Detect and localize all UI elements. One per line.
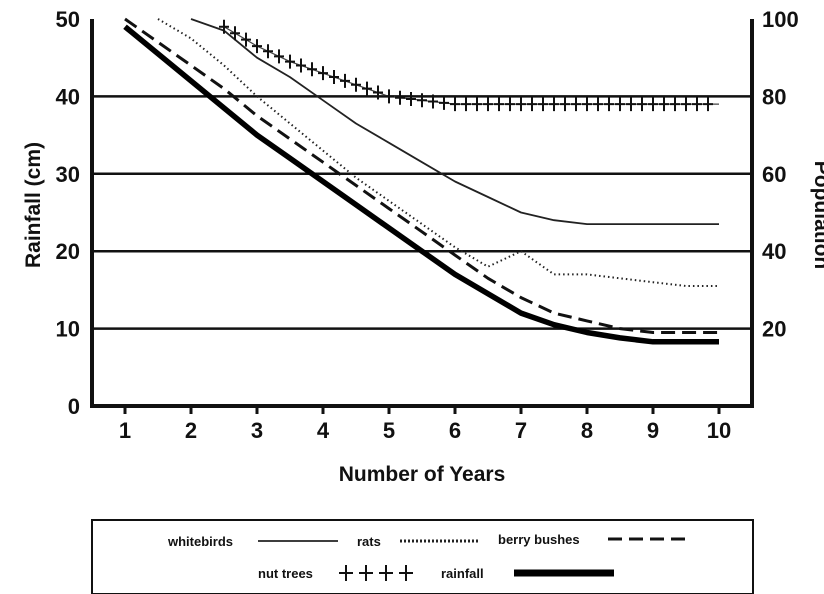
- y-right-tick-label: 40: [762, 239, 786, 264]
- cross-marker: [230, 26, 240, 41]
- series-line-rainfall: [123, 24, 719, 345]
- cross-marker: [406, 91, 416, 106]
- cross-marker: [571, 97, 581, 112]
- cross-marker: [307, 62, 317, 77]
- cross-marker: [329, 70, 339, 85]
- cross-marker: [637, 97, 647, 112]
- cross-marker: [241, 32, 251, 47]
- legend-label-berry-bushes: berry bushes: [498, 532, 580, 547]
- cross-marker: [384, 89, 394, 104]
- cross-marker: [439, 95, 449, 110]
- legend-label-rainfall: rainfall: [441, 566, 484, 581]
- cross-marker: [274, 49, 284, 64]
- right-y-axis-title: Population: [810, 161, 824, 270]
- cross-marker: [692, 97, 702, 112]
- cross-marker: [703, 97, 713, 112]
- series-line-rats: [157, 18, 719, 287]
- x-tick-label: 2: [185, 418, 197, 443]
- cross-marker: [362, 81, 372, 96]
- y-left-tick-label: 0: [68, 394, 80, 419]
- cross-marker: [417, 93, 427, 108]
- y-right-tick-label: 80: [762, 84, 786, 109]
- x-tick-label: 4: [317, 418, 330, 443]
- cross-marker: [604, 97, 614, 112]
- cross-marker: [461, 97, 471, 112]
- legend-swatch-nut-trees: [339, 565, 413, 581]
- x-tick-label: 1: [119, 418, 131, 443]
- legend: whitebirds rats berry bushes nut trees rainf…: [91, 519, 754, 594]
- y-left-tick-label: 50: [56, 7, 80, 32]
- cross-marker: [296, 58, 306, 73]
- cross-marker: [428, 94, 438, 109]
- cross-marker: [648, 97, 658, 112]
- left-y-tick-labels: 0 10 20 30 40 50: [56, 7, 80, 419]
- x-tick-label: 9: [647, 418, 659, 443]
- x-tick-labels: 1 2 3 4 5 6 7 8 9 10: [119, 418, 731, 443]
- cross-marker: [340, 73, 350, 88]
- series-markers-nut-trees: [219, 19, 713, 112]
- x-tick-label: 5: [383, 418, 395, 443]
- x-tick-label: 8: [581, 418, 593, 443]
- cross-marker: [395, 90, 405, 105]
- x-axis-title: Number of Years: [339, 463, 506, 486]
- cross-marker: [527, 97, 537, 112]
- x-tick-label: 10: [707, 418, 731, 443]
- x-tick-label: 3: [251, 418, 263, 443]
- cross-marker: [681, 97, 691, 112]
- cross-marker: [263, 44, 273, 59]
- y-left-tick-label: 10: [56, 317, 80, 342]
- cross-marker: [450, 97, 460, 112]
- cross-marker: [373, 85, 383, 100]
- cross-marker: [593, 97, 603, 112]
- cross-marker: [670, 97, 680, 112]
- cross-marker: [285, 54, 295, 69]
- cross-marker: [351, 77, 361, 92]
- x-tick-label: 7: [515, 418, 527, 443]
- legend-label-whitebirds: whitebirds: [167, 534, 233, 549]
- y-right-tick-label: 60: [762, 162, 786, 187]
- cross-marker: [560, 97, 570, 112]
- cross-marker: [219, 19, 229, 34]
- right-y-tick-labels: 20 40 60 80 100: [762, 7, 799, 342]
- legend-label-rats: rats: [357, 534, 381, 549]
- cross-marker: [582, 97, 592, 112]
- y-left-tick-label: 20: [56, 239, 80, 264]
- series-line-nut-trees: [223, 26, 719, 105]
- cross-marker: [538, 97, 548, 112]
- axes: [90, 19, 754, 414]
- x-tick-label: 6: [449, 418, 461, 443]
- cross-marker: [549, 97, 559, 112]
- series-line-berry-bushes: [124, 17, 719, 334]
- cross-marker: [659, 97, 669, 112]
- cross-marker: [516, 97, 526, 112]
- series-line-whitebirds: [190, 18, 719, 225]
- gridlines: [92, 95, 752, 330]
- cross-marker: [472, 97, 482, 112]
- series-group: [123, 17, 719, 345]
- cross-marker: [483, 97, 493, 112]
- cross-marker: [494, 97, 504, 112]
- y-right-tick-label: 20: [762, 317, 786, 342]
- y-left-tick-label: 40: [56, 84, 80, 109]
- y-right-tick-label: 100: [762, 7, 799, 32]
- cross-marker: [318, 66, 328, 81]
- cross-marker: [626, 97, 636, 112]
- legend-box: [91, 519, 754, 594]
- y-left-tick-label: 30: [56, 162, 80, 187]
- cross-marker: [505, 97, 515, 112]
- legend-label-nut-trees: nut trees: [258, 566, 313, 581]
- cross-marker: [615, 97, 625, 112]
- cross-marker: [252, 39, 262, 54]
- left-y-axis-title: Rainfall (cm): [22, 142, 45, 268]
